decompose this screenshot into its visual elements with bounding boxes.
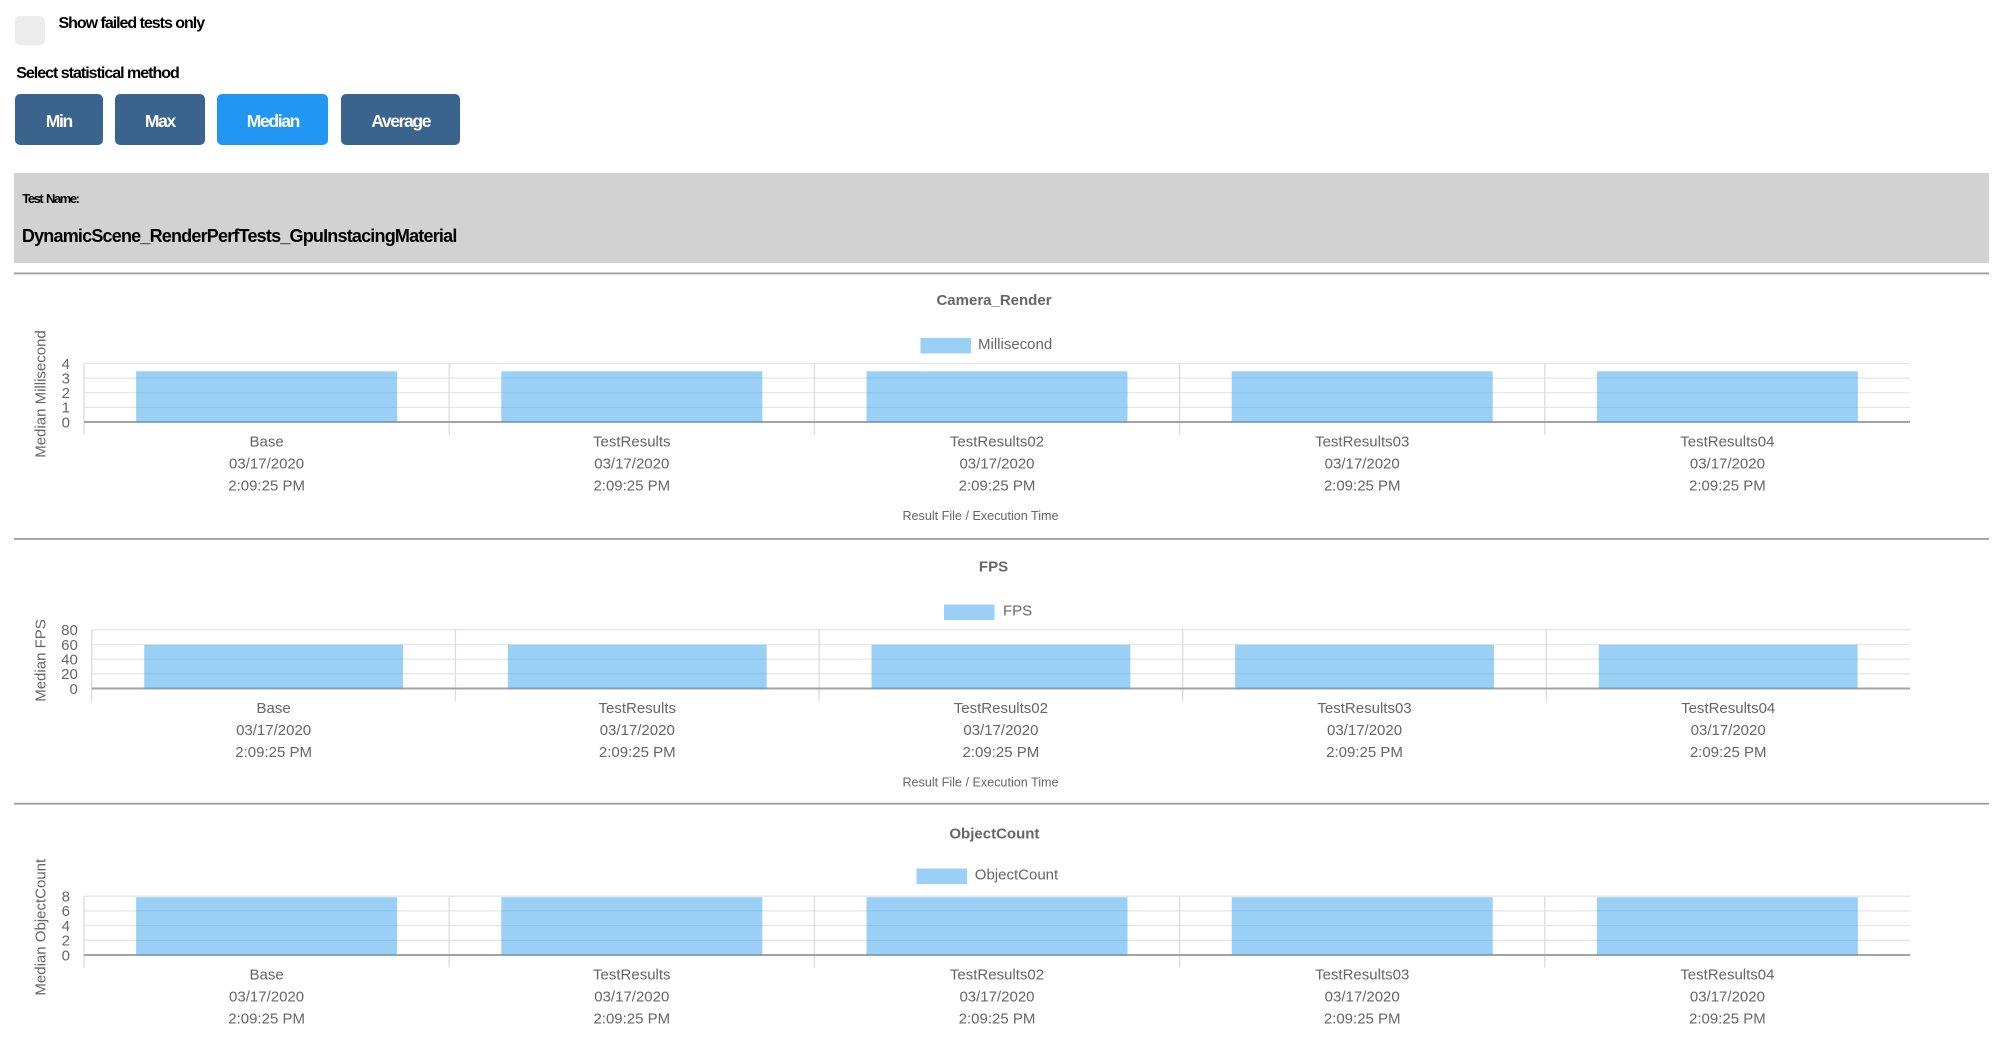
svg-text:2:09:25 PM: 2:09:25 PM [593,478,670,495]
svg-text:TestResults02: TestResults02 [950,966,1044,983]
svg-text:6: 6 [62,903,70,920]
svg-text:2:09:25 PM: 2:09:25 PM [593,1011,670,1028]
svg-text:2:09:25 PM: 2:09:25 PM [599,744,676,761]
svg-text:40: 40 [61,651,78,668]
svg-text:03/17/2020: 03/17/2020 [1325,989,1400,1006]
svg-text:TestResults03: TestResults03 [1315,434,1409,451]
svg-text:20: 20 [61,666,78,683]
svg-text:2:09:25 PM: 2:09:25 PM [1326,744,1403,761]
svg-text:FPS: FPS [979,559,1008,576]
svg-text:03/17/2020: 03/17/2020 [959,989,1034,1006]
svg-text:TestResults: TestResults [593,434,671,451]
svg-text:03/17/2020: 03/17/2020 [1690,456,1765,473]
svg-text:Median ObjectCount: Median ObjectCount [33,858,50,996]
svg-text:4: 4 [62,356,70,373]
svg-text:Camera_Render: Camera_Render [936,292,1051,309]
svg-text:3: 3 [62,370,70,387]
svg-text:2:09:25 PM: 2:09:25 PM [959,478,1036,495]
svg-text:Result File / Execution Time: Result File / Execution Time [902,509,1058,523]
svg-text:2:09:25 PM: 2:09:25 PM [1689,478,1766,495]
svg-text:Median FPS: Median FPS [33,619,50,702]
svg-text:2:09:25 PM: 2:09:25 PM [235,744,312,761]
svg-text:4: 4 [62,918,70,935]
svg-text:Base: Base [249,966,283,983]
svg-text:03/17/2020: 03/17/2020 [1327,722,1402,739]
svg-text:03/17/2020: 03/17/2020 [1691,722,1766,739]
svg-text:TestResults03: TestResults03 [1317,700,1411,717]
svg-text:8: 8 [62,889,70,906]
svg-text:2:09:25 PM: 2:09:25 PM [963,744,1040,761]
svg-text:TestResults02: TestResults02 [950,434,1044,451]
svg-text:03/17/2020: 03/17/2020 [594,456,669,473]
svg-text:60: 60 [61,637,78,654]
svg-text:03/17/2020: 03/17/2020 [959,456,1034,473]
svg-text:TestResults: TestResults [593,966,671,983]
svg-text:80: 80 [61,622,78,639]
svg-text:03/17/2020: 03/17/2020 [236,722,311,739]
svg-text:2:09:25 PM: 2:09:25 PM [228,478,305,495]
svg-text:TestResults02: TestResults02 [954,700,1048,717]
svg-text:TestResults04: TestResults04 [1681,700,1775,717]
svg-text:03/17/2020: 03/17/2020 [600,722,675,739]
svg-text:2:09:25 PM: 2:09:25 PM [1690,744,1767,761]
svg-text:03/17/2020: 03/17/2020 [1690,989,1765,1006]
svg-text:Base: Base [257,700,291,717]
svg-text:FPS: FPS [1003,603,1032,620]
svg-text:TestResults03: TestResults03 [1315,966,1409,983]
svg-text:TestResults04: TestResults04 [1680,966,1774,983]
svg-text:Millisecond: Millisecond [978,336,1052,353]
svg-text:2:09:25 PM: 2:09:25 PM [1689,1011,1766,1028]
svg-text:2:09:25 PM: 2:09:25 PM [228,1011,305,1028]
svg-text:2: 2 [62,933,70,950]
svg-text:03/17/2020: 03/17/2020 [229,456,304,473]
svg-text:0: 0 [62,414,70,431]
svg-text:Base: Base [249,434,283,451]
svg-text:Result File / Execution Time: Result File / Execution Time [902,776,1058,790]
svg-text:ObjectCount: ObjectCount [949,825,1039,842]
svg-text:0: 0 [62,947,70,964]
svg-text:TestResults04: TestResults04 [1680,434,1774,451]
svg-text:03/17/2020: 03/17/2020 [963,722,1038,739]
svg-text:03/17/2020: 03/17/2020 [1325,456,1400,473]
svg-text:2:09:25 PM: 2:09:25 PM [1324,1011,1401,1028]
svg-text:0: 0 [69,681,77,698]
svg-text:TestResults: TestResults [598,700,676,717]
svg-text:2:09:25 PM: 2:09:25 PM [959,1011,1036,1028]
svg-text:03/17/2020: 03/17/2020 [229,989,304,1006]
svg-text:ObjectCount: ObjectCount [975,867,1059,884]
svg-text:2:09:25 PM: 2:09:25 PM [1324,478,1401,495]
svg-text:03/17/2020: 03/17/2020 [594,989,669,1006]
svg-text:Median Millisecond: Median Millisecond [33,330,50,458]
svg-text:2: 2 [62,385,70,402]
svg-text:1: 1 [62,400,70,417]
